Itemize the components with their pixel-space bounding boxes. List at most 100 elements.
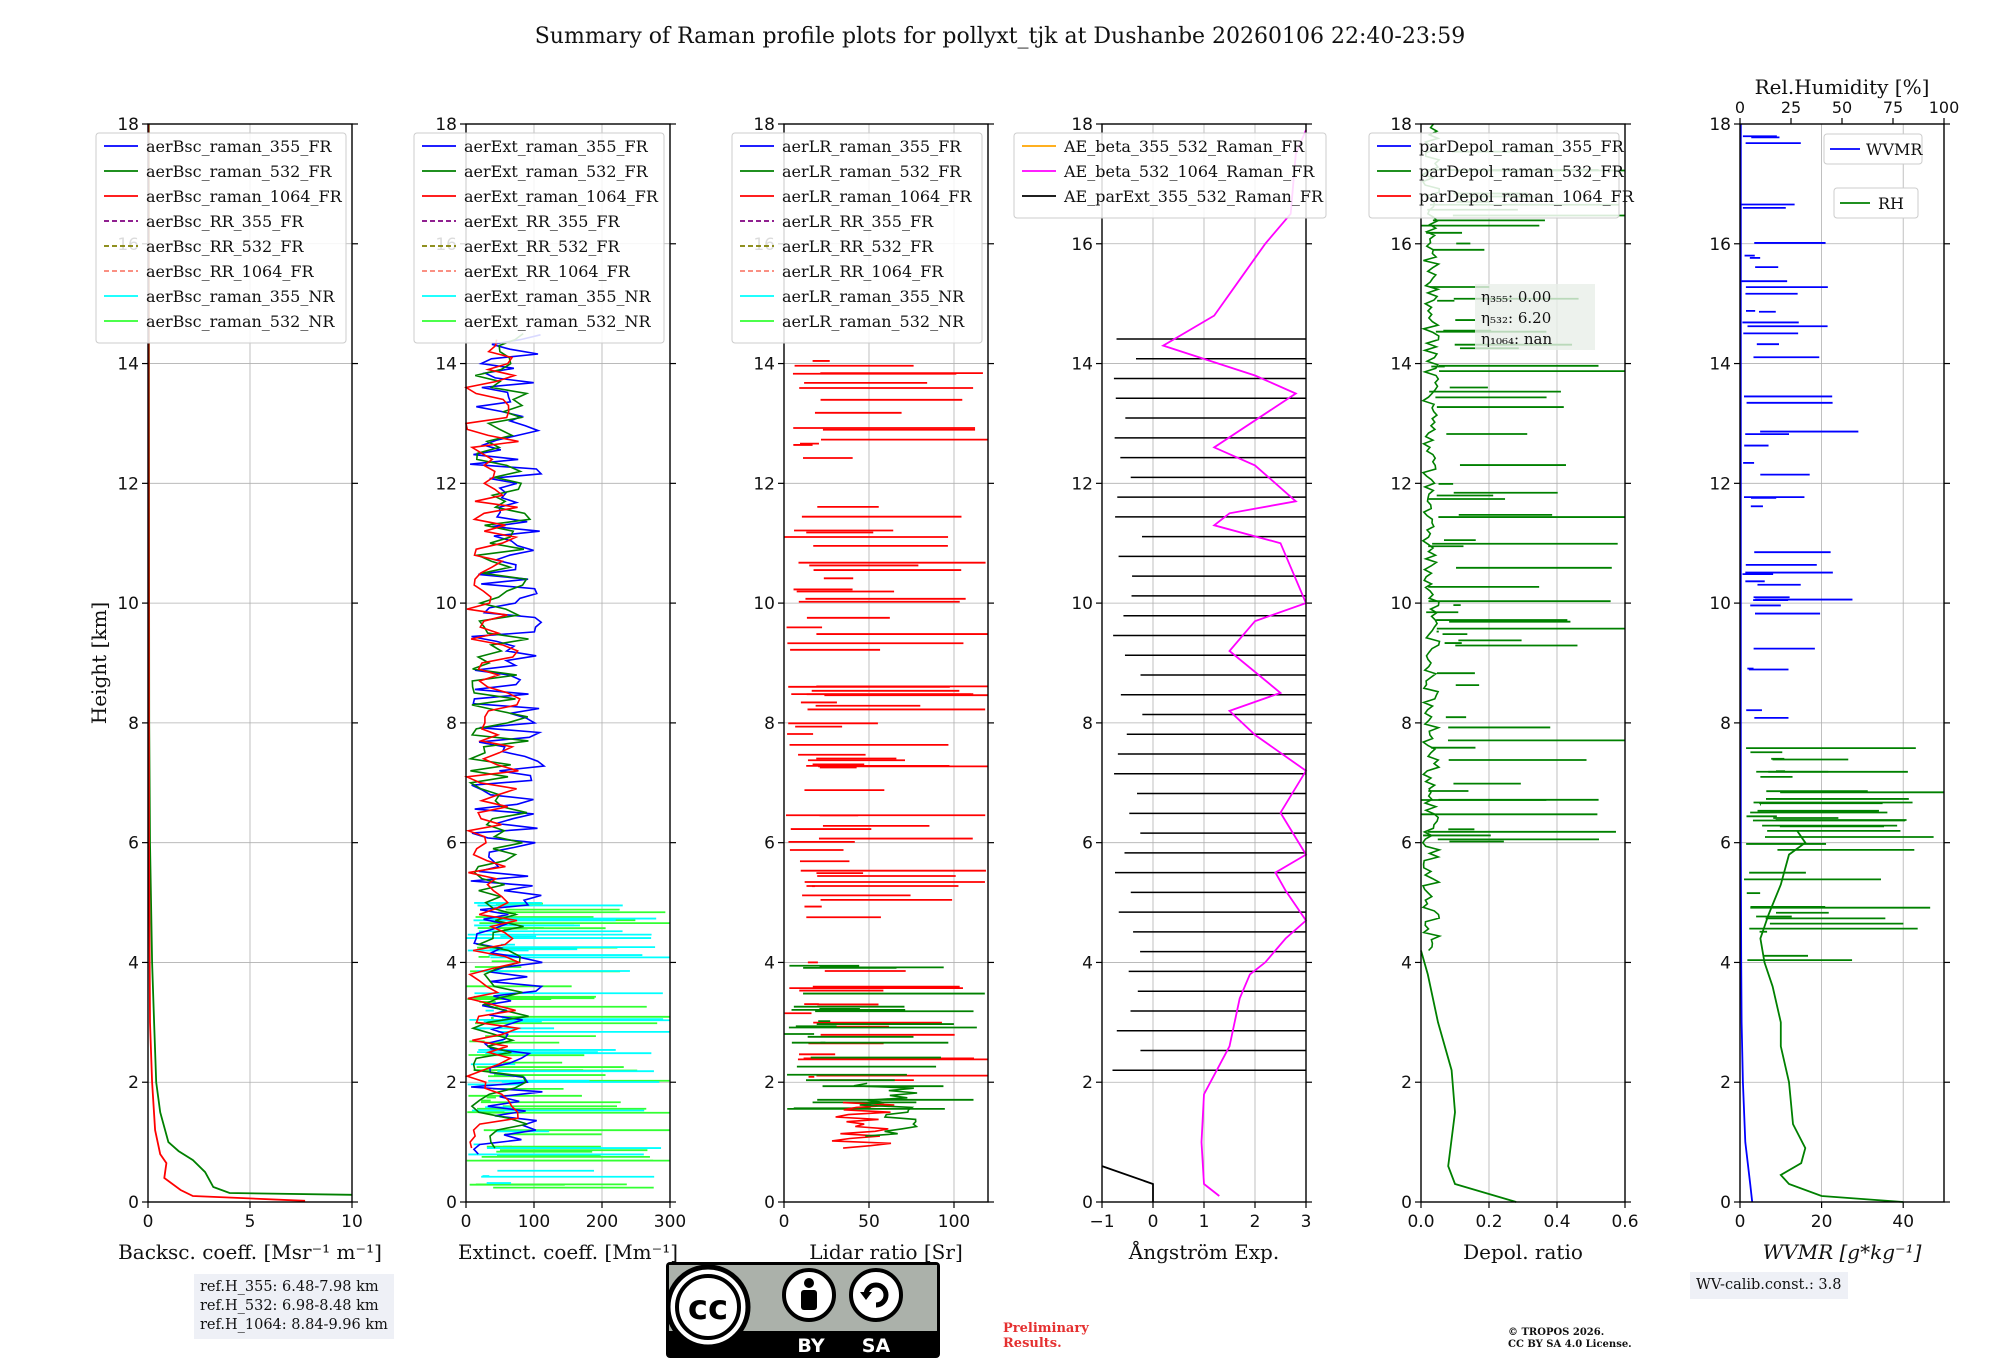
x-tick-label: 1 bbox=[1199, 1212, 1210, 1232]
x-tick-label: 20 bbox=[1811, 1212, 1833, 1232]
top-axis-label: Rel.Humidity [%] bbox=[1755, 75, 1930, 99]
depol-532-noise-trace bbox=[1420, 123, 1443, 952]
y-tick-label: 18 bbox=[435, 115, 457, 135]
axes-frame bbox=[147, 123, 353, 1203]
figure-title: Summary of Raman profile plots for polly… bbox=[535, 24, 1466, 49]
wvmr-legend-entry: WVMR bbox=[1866, 140, 1923, 159]
y-tick-label: 14 bbox=[1390, 355, 1412, 375]
y-tick-label: 18 bbox=[753, 115, 775, 135]
top-tick-label: 100 bbox=[1929, 98, 1960, 117]
y-tick-label: 0 bbox=[446, 1193, 457, 1213]
copyright-line-1: © TROPOS 2026. bbox=[1508, 1327, 1605, 1338]
y-axis-label: Height [km] bbox=[87, 602, 111, 724]
y-tick-label: 8 bbox=[128, 714, 139, 734]
x-tick-label: 100 bbox=[938, 1212, 970, 1232]
y-tick-label: 0 bbox=[1720, 1193, 1731, 1213]
y-tick-label: 6 bbox=[1082, 834, 1093, 854]
copyright-notice: © TROPOS 2026. CC BY SA 4.0 License. bbox=[1508, 1327, 1632, 1351]
y-tick-label: 12 bbox=[1390, 474, 1412, 494]
y-tick-label: 6 bbox=[1401, 834, 1412, 854]
y-tick-label: 10 bbox=[1390, 594, 1412, 614]
x-tick-label: 10 bbox=[341, 1212, 363, 1232]
axes-frame bbox=[783, 123, 989, 1203]
y-tick-label: 10 bbox=[435, 594, 457, 614]
legend-entry: parDepol_raman_355_FR bbox=[1419, 137, 1625, 156]
x-tick-label: 0.2 bbox=[1475, 1212, 1502, 1232]
y-tick-label: 10 bbox=[1071, 594, 1093, 614]
y-tick-label: 0 bbox=[1082, 1193, 1093, 1213]
y-tick-label: 2 bbox=[128, 1073, 139, 1093]
panel-1: 0246810121416180510Backsc. coeff. [Msr⁻¹… bbox=[87, 115, 382, 1264]
preliminary-line-2: Results. bbox=[1003, 1336, 1062, 1351]
ref-height-532: ref.H_532: 6.98-8.48 km bbox=[200, 1298, 379, 1314]
legend-entry: aerBsc_raman_355_NR bbox=[146, 287, 335, 306]
x-axis-label: WVMR [g*kg⁻¹] bbox=[1763, 1240, 1922, 1264]
x-tick-label: 50 bbox=[858, 1212, 880, 1232]
legend-entry: aerExt_RR_532_FR bbox=[464, 237, 621, 256]
cc-license-badge: cc BY SA bbox=[666, 1262, 940, 1358]
depol-annotation: η₅₃₂: 6.20 bbox=[1481, 309, 1551, 327]
depol-annotation: η₃₅₅: 0.00 bbox=[1481, 288, 1551, 306]
legend-entry: aerBsc_raman_532_NR bbox=[146, 312, 335, 331]
y-tick-label: 8 bbox=[764, 714, 775, 734]
y-tick-label: 14 bbox=[117, 355, 139, 375]
legend-entry: aerExt_raman_532_FR bbox=[464, 162, 649, 181]
x-tick-label: 0.4 bbox=[1543, 1212, 1570, 1232]
y-tick-label: 6 bbox=[1720, 834, 1731, 854]
legend-entry: aerLR_RR_1064_FR bbox=[782, 262, 944, 281]
y-tick-label: 16 bbox=[1071, 235, 1093, 255]
top-tick-label: 25 bbox=[1781, 98, 1801, 117]
y-tick-label: 10 bbox=[117, 594, 139, 614]
y-tick-label: 8 bbox=[1082, 714, 1093, 734]
series-aerbsc-raman-1064-fr bbox=[147, 123, 306, 1202]
y-tick-label: 12 bbox=[435, 474, 457, 494]
y-tick-label: 16 bbox=[1390, 235, 1412, 255]
x-tick-label: 0 bbox=[1735, 1212, 1746, 1232]
legend-entry: AE_beta_355_532_Raman_FR bbox=[1063, 137, 1305, 156]
legend-entry: aerBsc_raman_355_FR bbox=[146, 137, 332, 156]
badge-sa-label: SA bbox=[862, 1335, 891, 1357]
share-alike-arc bbox=[863, 1282, 889, 1308]
axes-frame bbox=[1739, 123, 1945, 1203]
legend-entry: aerExt_raman_532_NR bbox=[464, 312, 652, 331]
legend-entry: aerLR_raman_355_NR bbox=[782, 287, 965, 306]
y-tick-label: 0 bbox=[128, 1193, 139, 1213]
y-tick-label: 4 bbox=[128, 953, 139, 973]
x-tick-label: 5 bbox=[245, 1212, 256, 1232]
depol-annotation: η₁₀₆₄: nan bbox=[1481, 330, 1552, 348]
ref-height-355: ref.H_355: 6.48-7.98 km bbox=[200, 1279, 379, 1295]
y-tick-label: 4 bbox=[764, 953, 775, 973]
copyright-line-2: CC BY SA 4.0 License. bbox=[1508, 1339, 1632, 1350]
x-tick-label: 0.0 bbox=[1407, 1212, 1434, 1232]
x-axis-label: Ångström Exp. bbox=[1128, 1239, 1279, 1264]
y-tick-label: 6 bbox=[128, 834, 139, 854]
x-axis-label: Lidar ratio [Sr] bbox=[809, 1240, 963, 1264]
y-tick-label: 4 bbox=[1720, 953, 1731, 973]
x-tick-label: 3 bbox=[1301, 1212, 1312, 1232]
panel-2: 0246810121416180100200300Extinct. coeff.… bbox=[413, 115, 686, 1264]
wvmr-legend-box bbox=[1823, 133, 1923, 165]
lidar-ratio-532-low-trace bbox=[853, 1082, 919, 1137]
x-tick-label: 2 bbox=[1250, 1212, 1261, 1232]
legend-entry: aerBsc_raman_1064_FR bbox=[146, 187, 343, 206]
legend-entry: aerBsc_raman_532_FR bbox=[146, 162, 332, 181]
attribution-head bbox=[804, 1278, 814, 1288]
cc-inner-ring bbox=[675, 1274, 741, 1340]
x-tick-label: 100 bbox=[518, 1212, 550, 1232]
y-tick-label: 14 bbox=[753, 355, 775, 375]
series-ae-beta-532-1064-raman-fr bbox=[1161, 129, 1308, 1197]
legend-box bbox=[413, 132, 665, 344]
x-tick-label: 0 bbox=[1148, 1212, 1159, 1232]
y-tick-label: 18 bbox=[1071, 115, 1093, 135]
series-pardepol-raman-532-fr bbox=[1420, 950, 1517, 1203]
legend-entry: aerBsc_RR_532_FR bbox=[146, 237, 304, 256]
legend-entry: aerExt_raman_355_FR bbox=[464, 137, 649, 156]
preliminary-notice: Preliminary Results. bbox=[1003, 1321, 1089, 1351]
y-tick-label: 18 bbox=[117, 115, 139, 135]
y-tick-label: 0 bbox=[764, 1193, 775, 1213]
wv-calibration-constant: WV-calib.const.: 3.8 bbox=[1696, 1277, 1842, 1293]
panel-5: 0 2 4 6 8 10 12 14 16 18 0.0 0.2 0.4 0.6 Depol. ratio p… bbox=[1368, 115, 1639, 1264]
x-axis-label: Backsc. coeff. [Msr⁻¹ m⁻¹] bbox=[118, 1240, 382, 1264]
